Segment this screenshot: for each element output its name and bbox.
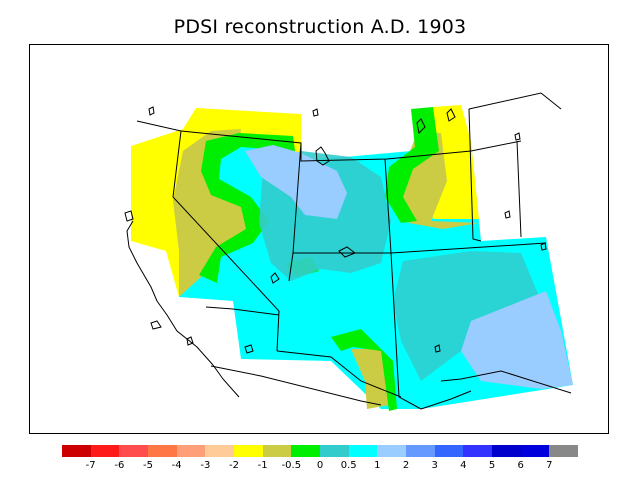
pdsi-region-olive-south	[351, 349, 389, 409]
legend-tick-label: 0	[316, 460, 324, 471]
legend-tick-label: -5	[143, 460, 153, 471]
legend-swatch	[262, 445, 292, 457]
legend-tick-label: 1	[374, 460, 381, 471]
legend-swatch	[119, 445, 149, 457]
legend-swatch	[205, 445, 235, 457]
legend-tick-label: -1	[257, 460, 268, 471]
legend-swatch	[320, 445, 349, 457]
legend-swatch-row	[62, 445, 579, 457]
legend-tick-label: 5	[488, 460, 496, 471]
legend-label-row: -7 -6 -5 -4 -3 -2 -1 -0.5 0 0.5 1 2 3 4 5 6 7	[62, 460, 578, 474]
legend-tick-label: 0.5	[340, 460, 357, 471]
legend-swatch	[90, 445, 120, 457]
legend-swatch	[148, 445, 177, 457]
legend-swatch	[492, 445, 521, 457]
legend-swatch	[291, 445, 321, 457]
legend-swatch	[176, 445, 206, 457]
state-boundaries	[136, 92, 572, 410]
legend-swatch	[520, 445, 550, 457]
pdsi-map	[124, 92, 573, 411]
legend-swatch	[434, 445, 464, 457]
pdsi-region-yellow-west	[131, 108, 301, 297]
pdsi-region-green-south	[331, 329, 397, 411]
legend-tick-label: -6	[114, 460, 125, 471]
legend-tick-label: -4	[171, 460, 182, 471]
map-title: PDSI reconstruction A.D. 1903	[173, 16, 467, 38]
pdsi-region-green-west	[199, 133, 295, 283]
legend-tick-label: 2	[402, 460, 410, 471]
legend-swatch	[377, 445, 407, 457]
legend-tick-label: -0.5	[281, 460, 302, 471]
legend-tick-label: 7	[546, 460, 553, 471]
legend-swatch	[463, 445, 493, 457]
legend-tick-label: -3	[200, 460, 211, 471]
legend-tick-label: -2	[229, 460, 239, 471]
legend-swatch	[406, 445, 435, 457]
color-scale-legend: -7 -6 -5 -4 -3 -2 -1 -0.5 0 0.5 1 2 3 4 5 6 7	[62, 445, 579, 471]
pdsi-region-teal-east	[393, 251, 541, 381]
pdsi-region-olive-west	[173, 129, 263, 297]
legend-swatch	[62, 445, 91, 457]
map-panel	[29, 44, 609, 434]
legend-swatch	[348, 445, 378, 457]
legend-tick-label: 6	[517, 460, 524, 471]
lakes	[124, 106, 547, 354]
legend-tick-label: -7	[85, 460, 96, 471]
legend-swatch	[549, 445, 579, 457]
legend-swatch	[234, 445, 263, 457]
pdsi-region-lightblue-east	[461, 291, 573, 389]
pdsi-region-green-north	[385, 107, 439, 223]
legend-tick-label: 4	[460, 460, 467, 471]
legend-tick-label: 3	[431, 460, 438, 471]
